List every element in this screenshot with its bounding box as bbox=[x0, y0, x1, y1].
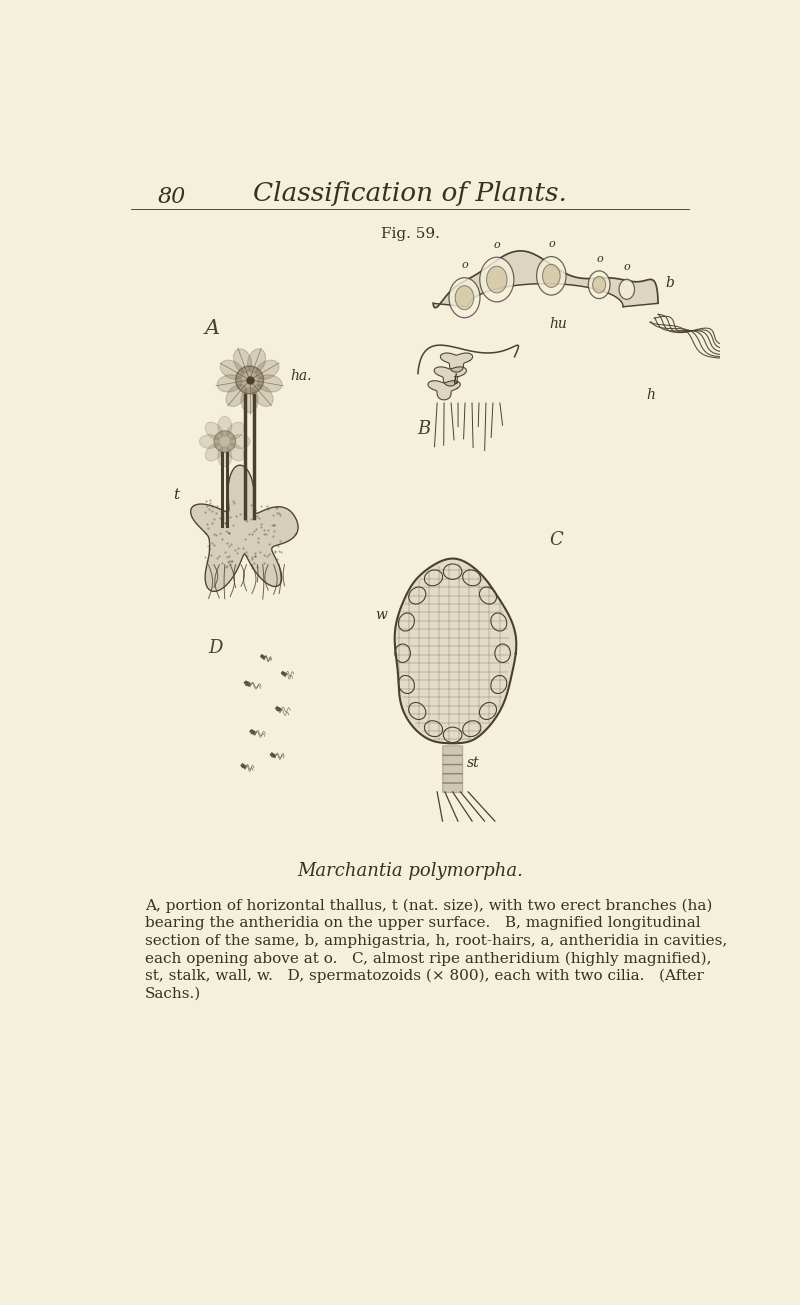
Ellipse shape bbox=[230, 435, 250, 449]
Text: o: o bbox=[494, 240, 501, 251]
Ellipse shape bbox=[253, 385, 273, 406]
Text: st: st bbox=[466, 756, 479, 770]
Ellipse shape bbox=[480, 257, 514, 301]
Ellipse shape bbox=[256, 360, 279, 380]
Circle shape bbox=[214, 431, 236, 453]
Ellipse shape bbox=[619, 279, 634, 299]
FancyBboxPatch shape bbox=[442, 774, 462, 783]
Ellipse shape bbox=[220, 360, 243, 380]
Ellipse shape bbox=[247, 348, 266, 373]
Text: C: C bbox=[550, 531, 563, 549]
Text: Marchantia polymorpha.: Marchantia polymorpha. bbox=[297, 863, 523, 880]
Text: st, stalk, wall, w.   D, spermatozoids (× 800), each with two cilia.   (After: st, stalk, wall, w. D, spermatozoids (× … bbox=[145, 968, 704, 984]
Text: A, portion of horizontal thallus, t (nat. size), with two erect branches (ha): A, portion of horizontal thallus, t (nat… bbox=[145, 898, 712, 912]
Ellipse shape bbox=[588, 271, 610, 299]
FancyBboxPatch shape bbox=[442, 756, 462, 765]
Text: o: o bbox=[462, 261, 468, 270]
Text: Classification of Plants.: Classification of Plants. bbox=[253, 181, 567, 206]
Ellipse shape bbox=[258, 375, 282, 392]
Text: section of the same, b, amphigastria, h, root-hairs, a, antheridia in cavities,: section of the same, b, amphigastria, h,… bbox=[145, 933, 727, 947]
Polygon shape bbox=[440, 352, 473, 372]
Text: bearing the antheridia on the upper surface.   B, magnified longitudinal: bearing the antheridia on the upper surf… bbox=[145, 916, 701, 930]
Ellipse shape bbox=[227, 422, 244, 440]
Ellipse shape bbox=[234, 348, 252, 373]
Ellipse shape bbox=[217, 375, 242, 392]
Ellipse shape bbox=[241, 388, 258, 412]
Ellipse shape bbox=[218, 416, 232, 436]
Ellipse shape bbox=[593, 277, 606, 294]
Text: w: w bbox=[375, 608, 387, 621]
FancyBboxPatch shape bbox=[442, 765, 462, 774]
Ellipse shape bbox=[486, 266, 507, 292]
Text: B: B bbox=[418, 420, 431, 437]
Circle shape bbox=[236, 365, 263, 394]
Text: hu: hu bbox=[550, 317, 567, 331]
Ellipse shape bbox=[206, 444, 222, 461]
Ellipse shape bbox=[206, 422, 222, 440]
Text: t: t bbox=[453, 373, 458, 386]
Text: o: o bbox=[548, 239, 555, 249]
Text: D: D bbox=[209, 639, 223, 658]
Polygon shape bbox=[434, 251, 658, 308]
Text: b: b bbox=[666, 277, 674, 291]
Text: each opening above at o.   C, almost ripe antheridium (highly magnified),: each opening above at o. C, almost ripe … bbox=[145, 951, 711, 966]
FancyBboxPatch shape bbox=[442, 783, 462, 792]
Ellipse shape bbox=[199, 435, 219, 449]
Polygon shape bbox=[434, 367, 466, 386]
Ellipse shape bbox=[537, 257, 566, 295]
Text: o: o bbox=[596, 253, 603, 264]
Ellipse shape bbox=[542, 265, 560, 287]
Ellipse shape bbox=[218, 446, 232, 467]
Ellipse shape bbox=[449, 278, 480, 317]
Text: 80: 80 bbox=[158, 185, 186, 207]
Ellipse shape bbox=[227, 444, 244, 461]
Text: A: A bbox=[205, 318, 220, 338]
Text: Sachs.): Sachs.) bbox=[145, 987, 202, 1001]
Text: o: o bbox=[624, 262, 630, 271]
Text: ha.: ha. bbox=[290, 369, 311, 382]
Text: t: t bbox=[174, 488, 180, 502]
FancyBboxPatch shape bbox=[442, 745, 462, 756]
Polygon shape bbox=[394, 559, 516, 744]
Polygon shape bbox=[428, 381, 460, 399]
Polygon shape bbox=[190, 465, 298, 591]
Ellipse shape bbox=[226, 385, 246, 406]
Ellipse shape bbox=[455, 286, 474, 309]
Text: Fig. 59.: Fig. 59. bbox=[381, 227, 439, 240]
Text: h: h bbox=[646, 388, 655, 402]
